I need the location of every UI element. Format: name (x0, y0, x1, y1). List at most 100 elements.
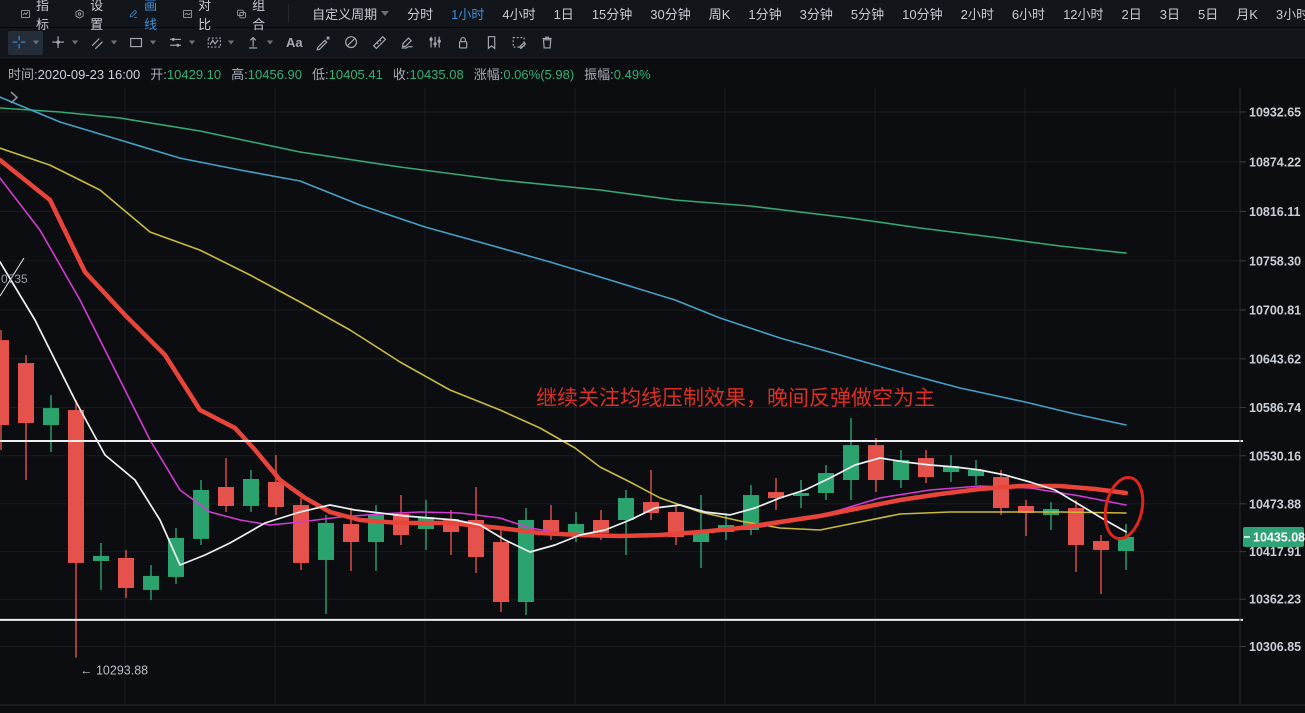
timeframe-1小时[interactable]: 1小时 (451, 7, 485, 22)
timeframe-2日[interactable]: 2日 (1121, 7, 1142, 22)
text-tool-glyph: Aa (286, 35, 303, 50)
chevron-down-icon[interactable] (110, 40, 118, 45)
parallel-channel-tool[interactable] (164, 31, 199, 55)
rectangle-tool[interactable] (125, 31, 160, 55)
eraser-tool-icon (344, 35, 357, 48)
trendline-fragment[interactable] (0, 257, 25, 297)
price-axis-label: 10932.65 (1249, 105, 1301, 119)
lock-tool[interactable] (452, 31, 476, 55)
drawn-note-text[interactable]: 继续关注均线压制效果，晚间反弹做空为主 (536, 387, 935, 410)
price-axis-label: 10758.30 (1249, 254, 1301, 268)
candle-body (468, 519, 484, 557)
chevron-down-icon[interactable] (188, 40, 196, 45)
candlestick-chart-canvas[interactable]: 0735 ← 10293.88 继续关注均线压制效果，晚间反弹做空为主 10932.6… (0, 58, 1305, 713)
candle-body (193, 490, 209, 539)
chevron-down-icon (381, 11, 390, 16)
ma-cyan[interactable] (0, 96, 1127, 426)
menu-compare-label: 对比 (198, 0, 212, 32)
snapshot-tool-icon (512, 36, 526, 49)
candle-body (118, 557, 134, 588)
timeframe-2小时[interactable]: 2小时 (960, 7, 994, 22)
chevron-down-icon[interactable] (149, 40, 157, 45)
timeframe-月K[interactable]: 月K (1236, 7, 1258, 22)
timeframe-30分钟[interactable]: 30分钟 (650, 7, 691, 22)
candle-body (1093, 540, 1109, 550)
timeframe-4小时[interactable]: 4小时 (502, 7, 536, 22)
drawing-toolbar: Aa (0, 28, 1305, 58)
candle-body (693, 532, 709, 543)
menu-settings[interactable]: 设置 (64, 0, 118, 32)
chevron-down-icon[interactable] (227, 40, 235, 45)
ma-red-thick[interactable] (0, 157, 1129, 539)
collapse-chevron-icon[interactable] (10, 91, 19, 104)
timeframe-15分钟[interactable]: 15分钟 (591, 7, 633, 22)
timeframe-3小时[interactable]: 3小时 (1275, 7, 1305, 22)
volume-profile-tool[interactable] (424, 31, 448, 55)
price-axis-label: 10874.22 (1249, 155, 1301, 169)
timeframe-周K[interactable]: 周K (708, 7, 731, 22)
brush-tool[interactable] (312, 31, 336, 55)
price-axis[interactable]: 10932.65 10874.22 10816.11 10758.30 10700.81… (1239, 88, 1305, 705)
eraser-tool[interactable] (340, 31, 364, 55)
ma-magenta[interactable] (0, 177, 1127, 538)
candle-body (143, 575, 159, 590)
volume-profile-tool-icon (429, 36, 441, 47)
timeframe-list: 自定义周期 分时 1小时 4小时 1日 15分钟 30分钟 周K 1分钟 3分钟 5分钟 10分钟 2小… (288, 4, 1305, 23)
timeframe-6小时[interactable]: 6小时 (1011, 7, 1046, 22)
candle-body (1068, 508, 1084, 546)
price-axis-label: 10417.91 (1249, 545, 1301, 559)
drawn-circle-annotation[interactable] (1100, 474, 1148, 542)
settings-icon (75, 8, 84, 19)
chevron-down-icon[interactable] (266, 40, 274, 45)
timeframe-5日[interactable]: 5日 (1198, 7, 1219, 22)
ruler-tool[interactable] (368, 31, 392, 55)
arrow-mark-tool[interactable] (242, 31, 277, 55)
menu-group: 指标 设置 画线 对比 组合 (10, 0, 280, 32)
timeframe-5分钟[interactable]: 5分钟 (850, 7, 885, 22)
ma-white[interactable] (0, 261, 1127, 566)
signature-pen-tool[interactable] (396, 31, 420, 55)
pattern-tool[interactable] (203, 31, 238, 55)
timeframe-分时[interactable]: 分时 (407, 7, 434, 22)
pattern-tool-icon (207, 36, 221, 48)
timeframe-10分钟[interactable]: 10分钟 (902, 7, 943, 22)
menu-indicator[interactable]: 指标 (10, 0, 64, 32)
candle-body (0, 340, 9, 426)
menu-portfolio[interactable]: 组合 (226, 0, 280, 32)
brush-tool-icon (316, 35, 330, 50)
arrow-mark-tool-icon (249, 36, 258, 49)
menu-compare[interactable]: 对比 (172, 0, 226, 32)
timeframe-自定义周期[interactable]: 自定义周期 (303, 4, 398, 23)
bookmark-tool[interactable] (480, 31, 504, 55)
candle-body (543, 519, 559, 533)
candle-body (318, 522, 334, 560)
crosshair-tool[interactable] (8, 30, 43, 55)
info-field: 低:10405.41 (312, 67, 383, 82)
chevron-down-icon[interactable] (71, 40, 79, 45)
trend-line-tool[interactable] (86, 31, 121, 55)
menu-draw[interactable]: 画线 (118, 0, 172, 32)
timeframe-1分钟[interactable]: 1分钟 (748, 7, 782, 22)
ma-green[interactable] (0, 107, 1127, 254)
rectangle-tool-icon (130, 37, 143, 47)
candle-body (68, 410, 84, 563)
text-tool[interactable]: Aa (281, 31, 308, 55)
ma-yellow[interactable] (0, 147, 1127, 531)
snapshot-tool[interactable] (508, 31, 532, 55)
chart-area[interactable]: 时间:2020-09-23 16:00 开:10429.10 高:10456.90 低… (0, 58, 1305, 713)
timeframe-1日[interactable]: 1日 (553, 7, 574, 22)
candle-body (218, 487, 234, 506)
candle-body (243, 478, 259, 506)
price-axis-label: 10530.16 (1249, 449, 1301, 463)
chevron-down-icon[interactable] (32, 40, 40, 45)
info-field: 收:10435.08 (392, 67, 464, 82)
price-axis-label: 10362.23 (1249, 593, 1301, 607)
timeframe-3日[interactable]: 3日 (1159, 7, 1180, 22)
timeframe-3分钟[interactable]: 3分钟 (799, 7, 833, 22)
timeframe-12小时[interactable]: 12小时 (1063, 7, 1104, 22)
delete-tool[interactable] (536, 31, 560, 55)
last-price-badge (1243, 527, 1304, 547)
ruler-tool-icon (372, 35, 386, 49)
cross-line-tool[interactable] (47, 31, 82, 55)
candle-body (493, 542, 509, 602)
